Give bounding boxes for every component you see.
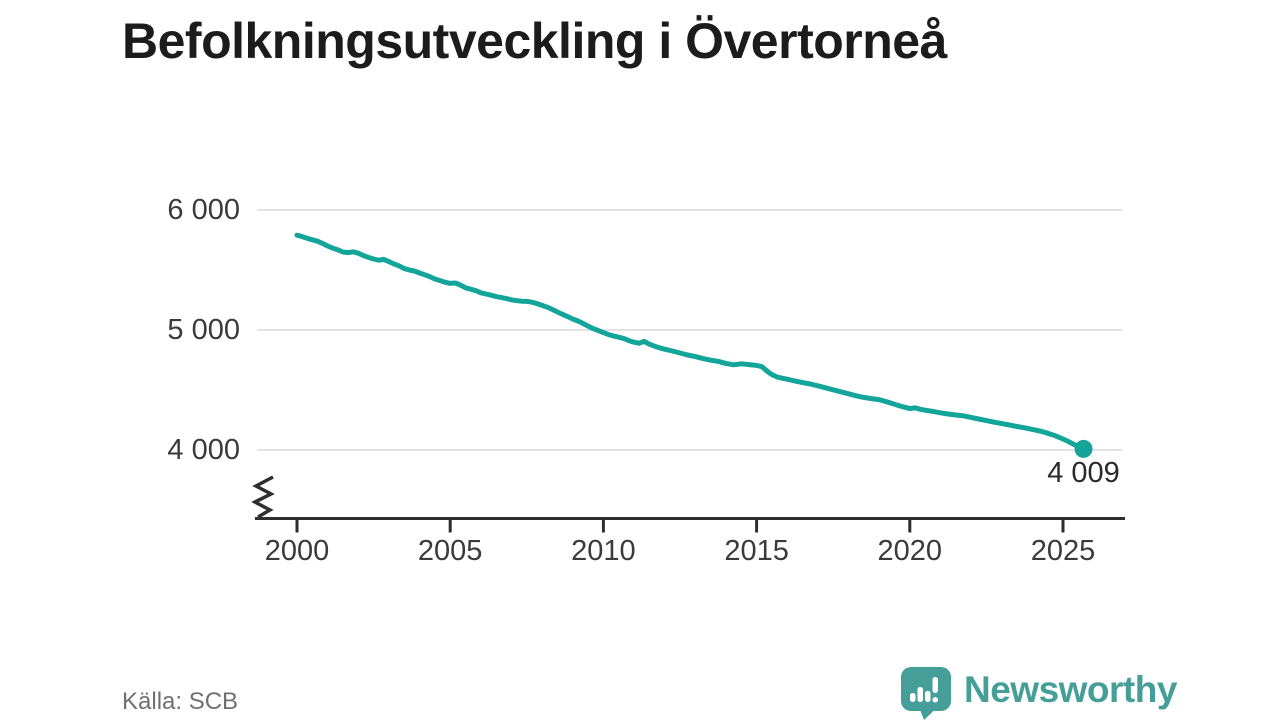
- gridlines: [257, 209, 1122, 451]
- last-point-marker: [1074, 439, 1093, 458]
- x-tick-label: 2025: [1030, 535, 1096, 567]
- y-tick-label: 5 000: [167, 314, 240, 346]
- population-line: [294, 232, 1086, 452]
- last-value-label: 4 009: [1047, 456, 1120, 489]
- x-tick-label: 2010: [571, 535, 636, 567]
- x-tick-label: 2020: [877, 535, 943, 567]
- source-credit: Källa: SCB: [122, 688, 239, 715]
- newsworthy-logo[interactable]: Newsworthy: [898, 664, 1177, 720]
- y-tick-label: 4 000: [167, 434, 240, 466]
- x-tick-label: 2000: [264, 535, 330, 567]
- brand-name: Newsworthy: [964, 669, 1177, 710]
- chart-title: Befolkningsutveckling i Övertorneå: [122, 13, 947, 69]
- x-tick-label: 2005: [417, 535, 483, 567]
- newsworthy-bubble-chart-icon: [901, 667, 951, 720]
- x-axis-ticks: [295, 518, 1065, 533]
- x-tick-label: 2015: [724, 535, 789, 567]
- y-tick-label: 6 000: [167, 194, 240, 226]
- y-axis-break-icon: [251, 475, 275, 519]
